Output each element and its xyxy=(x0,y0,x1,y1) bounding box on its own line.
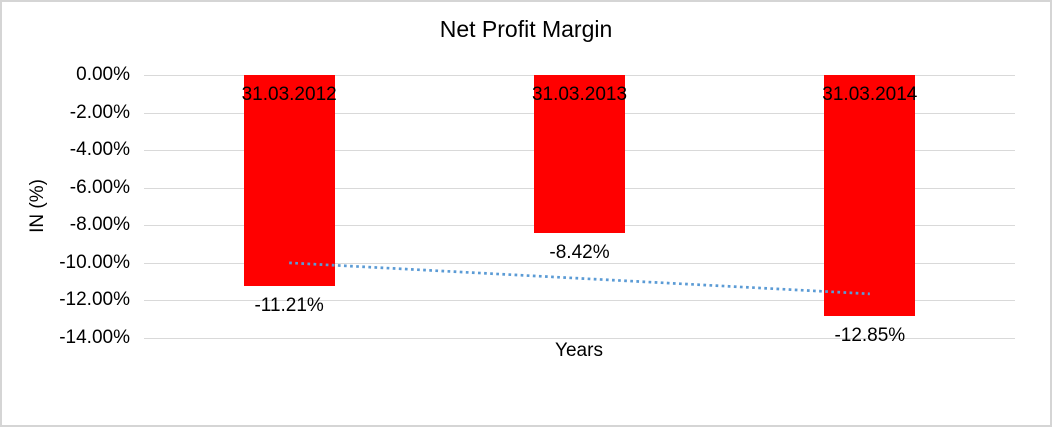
category-label: 31.03.2013 xyxy=(531,84,628,105)
value-label: -8.42% xyxy=(549,242,610,264)
category-label: 31.03.2014 xyxy=(822,84,918,105)
bar xyxy=(243,75,335,286)
y-axis-tick-label: -12.00% xyxy=(59,289,130,311)
y-axis-tick-label: -4.00% xyxy=(69,139,130,161)
y-axis-tick-label: 0.00% xyxy=(76,64,130,85)
y-axis-tick-label: -2.00% xyxy=(69,101,130,123)
value-label: -11.21% xyxy=(254,294,324,316)
gridline xyxy=(144,300,1015,302)
chart-title: Net Profit Margin xyxy=(439,16,613,42)
bar xyxy=(824,75,916,317)
x-axis-title: Years xyxy=(555,340,603,361)
gridline xyxy=(144,338,1015,339)
category-label: 31.03.2012 xyxy=(241,84,337,105)
y-axis-tick-label: -10.00% xyxy=(59,251,130,273)
y-axis-tick-label: -14.00% xyxy=(59,327,130,348)
bar xyxy=(534,75,625,234)
y-axis-tick-label: -8.00% xyxy=(69,214,130,236)
linear-trendline xyxy=(289,261,870,296)
value-label: -12.85% xyxy=(834,325,906,347)
y-axis-tick-label: -6.00% xyxy=(69,176,130,198)
